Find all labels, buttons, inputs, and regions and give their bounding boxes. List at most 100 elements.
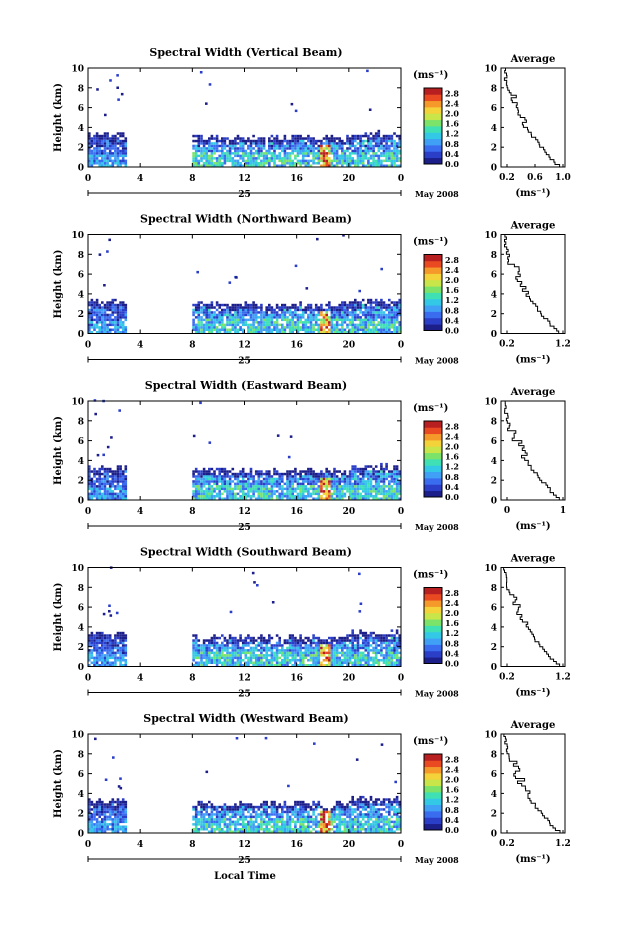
heatmap-cell [239,634,242,637]
heatmap-cell [312,144,315,148]
heatmap-cell [382,492,386,496]
heatmap-cell [111,490,115,493]
heatmap-cell [361,134,365,138]
heatmap-cell [361,331,365,334]
heatmap-cell [88,492,91,496]
heatmap-cell [249,485,253,488]
heatmap-cell [202,639,206,642]
heatmap-cell [103,149,107,153]
heatmap-cell [218,825,221,828]
heatmap-cell [262,487,266,491]
heatmap-cell [106,656,109,660]
heatmap-cell [273,646,276,650]
heatmap-cell [98,480,101,483]
heatmap-cell [341,154,344,158]
heatmap-cell [304,142,308,145]
heatmap-cell [388,480,391,483]
heatmap-cell [333,467,336,471]
heatmap-cell [385,313,388,317]
heatmap-cell [205,803,208,806]
heatmap-cell [333,157,336,160]
heatmap-cell [374,636,378,640]
heatmap-cell [283,659,287,662]
average-frame [500,234,566,334]
heatmap-cell [101,497,104,500]
heatmap-cell [239,157,242,160]
heatmap-cell [369,162,373,165]
heatmap-cell [325,162,328,165]
heatmap-cell [260,485,263,488]
heatmap-cell [223,661,227,664]
heatmap-cell [247,144,250,148]
heatmap-cell [312,664,315,667]
heatmap-cell [241,164,245,167]
heatmap-cell [380,303,383,307]
heatmap-cell [202,470,206,473]
heatmap-cell [275,472,279,476]
heatmap-cell [374,313,378,317]
heatmap-cell [108,808,112,811]
heatmap-cell [221,828,224,831]
heatmap-cell [116,321,120,324]
heatmap-cell [234,641,237,645]
heatmap-cell [249,316,253,319]
heatmap-cell [90,825,94,828]
heatmap-cell [398,152,401,155]
heatmap-cell [358,289,361,293]
heatmap-cell [390,308,394,312]
heatmap-cell [236,497,240,500]
heatmap-cell [307,664,310,667]
heatmap-cell [377,634,381,637]
heatmap-cell [260,480,263,483]
heatmap-cell [393,321,396,324]
heatmap-cell [192,654,195,657]
heatmap-cell [369,659,373,662]
heatmap-cell [223,162,227,165]
heatmap-cell [346,323,349,327]
heatmap-cell [305,287,309,290]
heatmap-cell [231,644,235,647]
heatmap-cell [291,490,294,493]
heatmap-cell [208,470,211,473]
heatmap-cell [124,649,128,652]
heatmap-cell [322,472,326,476]
heatmap-cell [317,331,321,334]
x-tick-label: 8 [189,507,195,517]
heatmap-cell [90,331,94,334]
heatmap-cell [393,472,396,476]
heatmap-cell [108,651,112,655]
heatmap-cell [299,313,302,317]
heatmap-cell [192,497,195,500]
heatmap-cell [116,825,120,828]
heatmap-cell [200,316,203,319]
heatmap-cell [330,306,334,309]
heatmap-cell [234,303,237,307]
colorbar-segment [424,490,442,498]
heatmap-cell [333,470,336,473]
heatmap-cell [341,487,344,491]
heatmap-cell [98,137,101,140]
heatmap-cell [215,331,219,334]
heatmap-cell [116,157,120,160]
heatmap-cell [231,497,235,500]
heatmap-cell [241,490,245,493]
heatmap-cell [93,475,96,478]
heatmap-cell [239,654,242,657]
heatmap-cell [98,472,101,476]
heatmap-cell [398,664,401,667]
heatmap-cell [124,651,128,655]
heatmap-cell [346,313,349,317]
heatmap-cell [343,157,347,160]
heatmap-cell [234,492,237,496]
heatmap-cell [278,154,281,158]
heatmap-cell [268,137,271,140]
heatmap-cell [367,465,370,468]
heatmap-cell [98,142,101,145]
heatmap-cell [98,641,101,645]
heatmap-cell [309,306,313,309]
heatmap-cell [343,159,347,163]
heatmap-cell [257,139,261,143]
heatmap-cell [103,323,107,327]
heatmap-cell [231,651,235,655]
heatmap-cell [239,470,242,473]
